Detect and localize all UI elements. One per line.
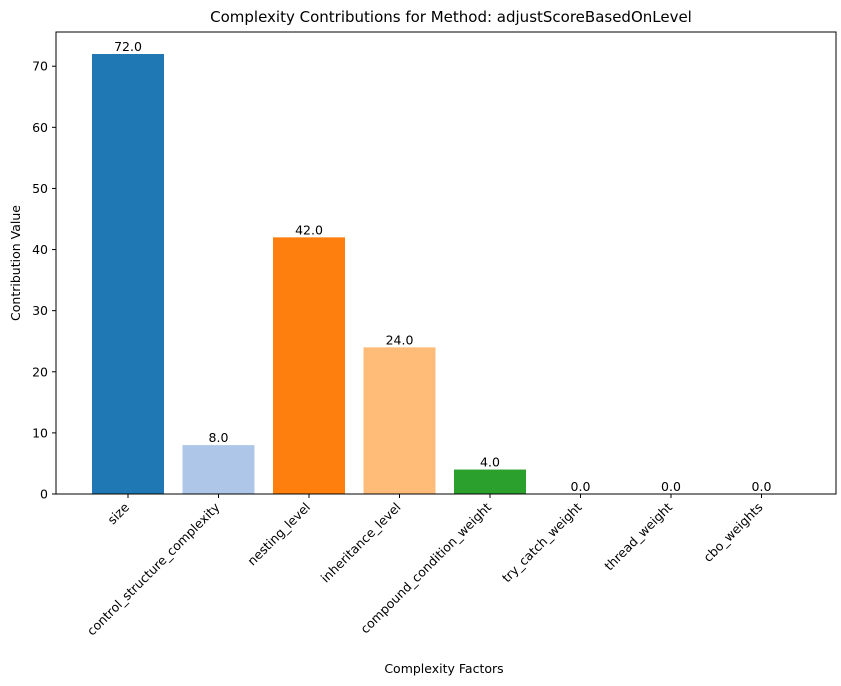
- y-tick-label: 70: [32, 59, 48, 74]
- plot-frame: [55, 31, 837, 495]
- y-axis-label: Contribution Value: [8, 205, 23, 321]
- bar-value-label: 4.0: [480, 455, 500, 470]
- x-tick-label: try_catch_weight: [499, 499, 585, 585]
- y-tick-label: 60: [32, 120, 48, 135]
- y-tick-label: 40: [32, 242, 48, 257]
- x-tick-label: inheritance_level: [318, 500, 404, 586]
- x-axis-label: Complexity Factors: [384, 661, 503, 676]
- bar-value-label: 0.0: [661, 479, 681, 494]
- bar-size: [92, 54, 164, 494]
- y-tick-label: 30: [32, 303, 48, 318]
- y-tick-label: 20: [32, 364, 48, 379]
- bar-value-label: 8.0: [209, 430, 229, 445]
- x-tick-label: nesting_level: [244, 500, 313, 569]
- x-tick-label: thread_weight: [601, 499, 675, 573]
- bar-compound_condition_weight: [454, 469, 526, 494]
- value-labels-group: 72.0 8.0 42.0 24.0 4.0 0.0 0.0 0.0: [114, 39, 771, 494]
- y-tick-label: 10: [32, 425, 48, 440]
- y-tick-label: 0: [40, 487, 48, 502]
- y-tick-label: 50: [32, 181, 48, 196]
- bar-control_structure_complexity: [182, 445, 255, 494]
- x-tick-label: control_structure_complexity: [84, 499, 223, 638]
- chart-title: Complexity Contributions for Method: adj…: [210, 8, 692, 26]
- x-tick-label: cbo_weights: [700, 500, 765, 565]
- x-tick-label: size: [104, 499, 132, 527]
- bar-nesting_level: [273, 237, 345, 495]
- bar-inheritance_level: [363, 347, 436, 494]
- bar-value-label: 0.0: [752, 479, 772, 494]
- bars-group: [92, 54, 526, 495]
- bar-value-label: 0.0: [571, 479, 591, 494]
- y-axis: 0 10 20 30 40 50 60 70: [32, 59, 56, 502]
- bar-value-label: 42.0: [295, 222, 323, 237]
- bar-value-label: 24.0: [386, 332, 414, 347]
- bar-value-label: 72.0: [114, 39, 142, 54]
